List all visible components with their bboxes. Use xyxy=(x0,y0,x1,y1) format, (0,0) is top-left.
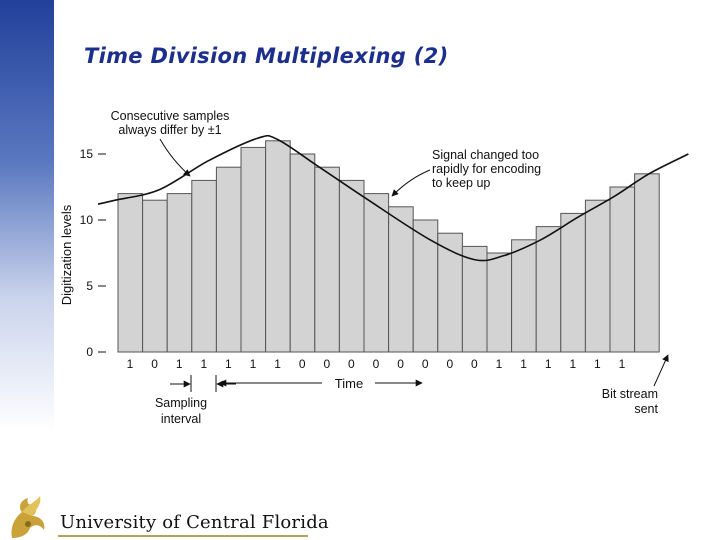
bit-label: 1 xyxy=(619,357,626,371)
bit-label: 0 xyxy=(151,357,158,371)
bar xyxy=(412,219,439,353)
bar xyxy=(289,153,316,353)
bit-label: 1 xyxy=(520,357,527,371)
bar xyxy=(437,232,463,353)
bar xyxy=(634,173,660,353)
bit-label: 0 xyxy=(299,357,306,371)
bit-label: 1 xyxy=(127,357,134,371)
bit-label: 0 xyxy=(323,357,330,371)
consecutive-label-line2: always differ by ±1 xyxy=(118,123,221,137)
bar xyxy=(363,193,390,353)
bit-label: 0 xyxy=(397,357,404,371)
bar xyxy=(265,140,291,353)
bit-label: 0 xyxy=(373,357,380,371)
bar xyxy=(560,212,586,353)
bitstream-label-line2: sent xyxy=(634,402,658,416)
bit-label: 1 xyxy=(176,357,183,371)
bit-label: 1 xyxy=(225,357,232,371)
y-tick-label: 10 xyxy=(80,213,94,227)
bit-label: 1 xyxy=(496,357,503,371)
bar xyxy=(215,166,242,353)
bars-group xyxy=(117,140,660,353)
sampling-label-line1: Sampling xyxy=(155,396,207,410)
bitstream-label-line1: Bit stream xyxy=(602,387,658,401)
bar xyxy=(609,186,636,353)
y-tick-label: 5 xyxy=(86,279,93,293)
bar xyxy=(584,199,611,353)
bar xyxy=(166,193,193,353)
bit-label: 0 xyxy=(422,357,429,371)
bit-label: 1 xyxy=(200,357,207,371)
bit-label: 1 xyxy=(594,357,601,371)
bar xyxy=(535,226,562,353)
y-tick-label: 0 xyxy=(86,345,93,359)
y-axis: 0 5 10 15 xyxy=(80,147,106,359)
bit-label: 0 xyxy=(446,357,453,371)
slide-title: Time Division Multiplexing (2) xyxy=(84,44,449,68)
y-axis-label: Digitization levels xyxy=(59,204,74,305)
bar xyxy=(314,166,340,353)
bit-label: 1 xyxy=(569,357,576,371)
x-axis-label: Time xyxy=(335,376,363,391)
signal-label-line3: to keep up xyxy=(432,176,490,190)
sidebar-gradient-band xyxy=(0,0,54,540)
bit-label: 1 xyxy=(250,357,257,371)
bitstream-arrow xyxy=(653,354,669,387)
bit-label: 1 xyxy=(274,357,281,371)
bar xyxy=(142,199,168,353)
consecutive-label-line1: Consecutive samples xyxy=(111,109,230,123)
signal-label-line2: rapidly for encoding xyxy=(432,162,541,176)
bit-stream: 1 0 1 1 1 1 1 0 0 0 0 0 0 0 0 1 1 1 1 1 1 xyxy=(127,357,626,371)
bar xyxy=(117,193,144,353)
bar xyxy=(240,146,267,353)
footer-rule xyxy=(58,535,308,537)
bar xyxy=(338,179,365,353)
sampling-label-line2: interval xyxy=(161,412,201,426)
footer-university-name: University of Central Florida xyxy=(60,512,329,533)
y-tick-label: 15 xyxy=(80,147,94,161)
consecutive-arrow xyxy=(159,138,191,177)
bit-label: 1 xyxy=(545,357,552,371)
bar xyxy=(388,206,414,353)
signal-arrow xyxy=(391,169,431,197)
signal-label-line1: Signal changed too xyxy=(432,148,539,162)
bar xyxy=(511,239,537,353)
bar xyxy=(461,245,488,353)
pegasus-logo-icon xyxy=(11,496,45,538)
bar xyxy=(486,252,513,353)
bit-label: 0 xyxy=(471,357,478,371)
bar xyxy=(191,179,217,353)
bit-label: 0 xyxy=(348,357,355,371)
